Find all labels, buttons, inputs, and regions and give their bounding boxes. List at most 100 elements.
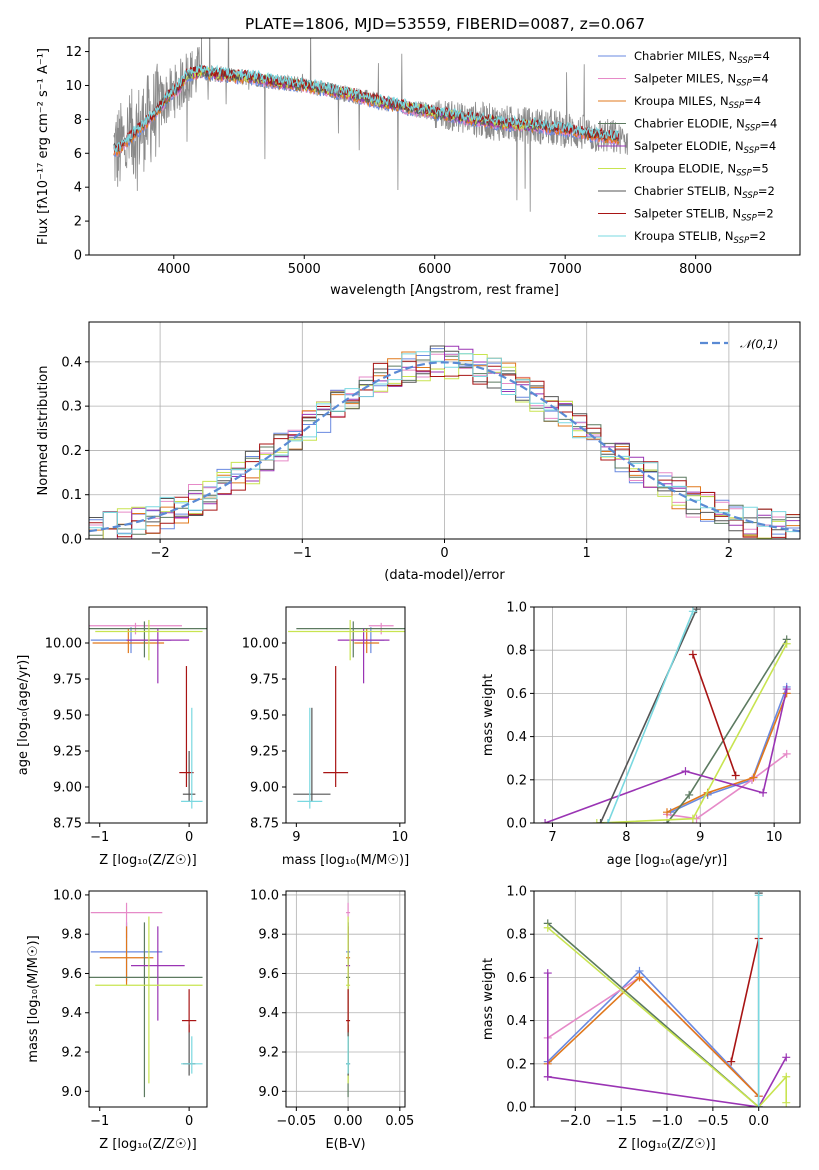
weight-marker bbox=[782, 1072, 791, 1081]
weight-line-salpeter-elodie bbox=[546, 973, 787, 1107]
x-tick-label: 7 bbox=[548, 830, 556, 845]
x-tick-label: −2 bbox=[151, 546, 170, 561]
x-tick-label: −2.0 bbox=[559, 1114, 591, 1129]
spectrum-frame bbox=[88, 37, 801, 256]
weight-line-salpeter-miles bbox=[547, 976, 760, 1097]
y-tick-label: 8.75 bbox=[250, 817, 279, 832]
x-tick-label: 0 bbox=[440, 546, 448, 561]
y-tick-label: 9.50 bbox=[250, 709, 279, 724]
weight-marker bbox=[685, 790, 694, 799]
y-tick-label: 1.0 bbox=[506, 885, 527, 900]
x-tick-label: 0.0 bbox=[748, 1114, 769, 1129]
weight-marker bbox=[688, 650, 697, 659]
weight-marker bbox=[543, 923, 552, 932]
model-line-kroupa-stelib bbox=[113, 64, 619, 154]
weight-line-chabrier-stelib bbox=[599, 608, 698, 823]
y-tick-label: 0.0 bbox=[506, 1101, 527, 1116]
mass-vs-Z-y-label: mass [log₁₀(M/M☉)] bbox=[26, 935, 41, 1062]
weight-line-salpeter-stelib bbox=[692, 654, 737, 776]
weight-vs-age-plot-area bbox=[534, 607, 800, 823]
x-tick-label: 0.00 bbox=[334, 1114, 363, 1129]
x-tick-label: −1.0 bbox=[651, 1114, 683, 1129]
y-tick-label: 0.4 bbox=[506, 1014, 527, 1029]
mass-vs-Z-panel bbox=[85, 890, 208, 1111]
y-tick-label: 0.2 bbox=[506, 773, 527, 788]
weight-marker bbox=[692, 607, 701, 614]
histogram-salpeter-stelib bbox=[89, 360, 800, 538]
y-tick-label: 12 bbox=[65, 45, 82, 60]
weight-marker bbox=[592, 819, 601, 823]
residuals-panel bbox=[85, 321, 801, 543]
legend-label: Chabrier ELODIE, NSSP=4 bbox=[634, 117, 777, 134]
y-tick-label: 0.0 bbox=[61, 533, 82, 548]
y-tick-label: 0.2 bbox=[506, 1057, 527, 1072]
y-tick-label: 9.2 bbox=[61, 1046, 82, 1061]
age-vs-mass-plot-area bbox=[288, 619, 405, 809]
y-tick-label: 10.00 bbox=[45, 637, 82, 652]
mass-vs-Z-plot-area bbox=[89, 902, 203, 1098]
histogram-kroupa-stelib bbox=[89, 351, 800, 535]
x-tick-label: −1 bbox=[90, 830, 109, 845]
x-tick-label: 0 bbox=[185, 830, 193, 845]
weight-line-kroupa-miles bbox=[666, 693, 788, 813]
y-tick-label: 9.25 bbox=[250, 745, 279, 760]
age-vs-Z-y-label: age [log₁₀(age/yr)] bbox=[16, 655, 31, 776]
weight-marker bbox=[749, 773, 758, 782]
histogram-salpeter-elodie bbox=[89, 345, 800, 539]
y-tick-label: 4 bbox=[74, 181, 82, 196]
y-tick-label: 9.75 bbox=[53, 673, 82, 688]
weight-vs-age-x-label: age [log₁₀(age/yr)] bbox=[607, 853, 728, 868]
legend-label: Kroupa MILES, NSSP=4 bbox=[634, 94, 761, 111]
x-tick-label: −0.05 bbox=[276, 1114, 316, 1129]
weight-marker bbox=[543, 1072, 552, 1081]
y-tick-label: 9.4 bbox=[61, 1006, 82, 1021]
mass-vs-Z-frame bbox=[88, 890, 208, 1108]
weight-marker bbox=[754, 891, 763, 900]
y-tick-label: 9.4 bbox=[258, 1006, 279, 1021]
y-tick-label: 10 bbox=[65, 79, 82, 94]
weight-marker bbox=[541, 819, 550, 823]
spectrum-plot-area bbox=[113, 38, 629, 212]
y-tick-label: 9.8 bbox=[258, 928, 279, 943]
legend-label: 𝒩(0,1) bbox=[740, 337, 778, 351]
residuals-y-label: Normed distribution bbox=[36, 366, 51, 496]
y-tick-label: 1.0 bbox=[506, 601, 527, 616]
weight-marker bbox=[681, 767, 690, 776]
legend-label: Salpeter MILES, NSSP=4 bbox=[634, 72, 769, 89]
y-tick-label: 9.6 bbox=[61, 967, 82, 982]
mass-vs-ebv-frame bbox=[285, 890, 406, 1108]
y-tick-label: 9.50 bbox=[53, 709, 82, 724]
weight-marker bbox=[754, 1103, 763, 1107]
histogram-chabrier-stelib bbox=[89, 345, 800, 532]
x-tick-label: 7000 bbox=[549, 262, 582, 277]
mass-vs-ebv-x-label: E(B-V) bbox=[325, 1137, 365, 1152]
y-tick-label: 0 bbox=[74, 249, 82, 264]
legend-label: Salpeter STELIB, NSSP=2 bbox=[634, 207, 774, 224]
x-tick-label: 0 bbox=[185, 1114, 193, 1129]
weight-line-kroupa-miles bbox=[547, 976, 760, 1097]
age-vs-mass-frame bbox=[285, 606, 406, 824]
weight-marker bbox=[663, 808, 671, 817]
x-tick-label: 4000 bbox=[157, 262, 190, 277]
weight-marker bbox=[782, 685, 791, 694]
x-tick-label: 2 bbox=[725, 546, 733, 561]
age-vs-Z-panel bbox=[85, 606, 208, 827]
y-tick-label: 0.3 bbox=[61, 400, 82, 415]
weight-vs-Z-panel bbox=[530, 890, 801, 1111]
age-vs-mass-x-label: mass [log₁₀(M/M☉)] bbox=[282, 853, 409, 868]
age-vs-Z-x-label: Z [log₁₀(Z/Z☉)] bbox=[99, 853, 196, 868]
residuals-x-label: (data-model)/error bbox=[384, 568, 505, 583]
weight-marker bbox=[782, 639, 791, 648]
y-tick-label: 9.2 bbox=[258, 1046, 279, 1061]
weight-vs-age-panel bbox=[530, 606, 801, 827]
weight-line-kroupa-elodie bbox=[547, 927, 788, 1107]
y-tick-label: 0.4 bbox=[61, 355, 82, 370]
y-tick-label: 8 bbox=[74, 113, 82, 128]
y-tick-label: 10.0 bbox=[53, 888, 82, 903]
figure-title: PLATE=1806, MJD=53559, FIBERID=0087, z=0… bbox=[245, 15, 645, 33]
x-tick-label: −1 bbox=[90, 1114, 109, 1129]
weight-marker bbox=[596, 819, 605, 823]
y-tick-label: 2 bbox=[74, 215, 82, 230]
y-tick-label: 10.00 bbox=[242, 637, 279, 652]
mass-vs-ebv-plot-area bbox=[286, 891, 405, 1107]
